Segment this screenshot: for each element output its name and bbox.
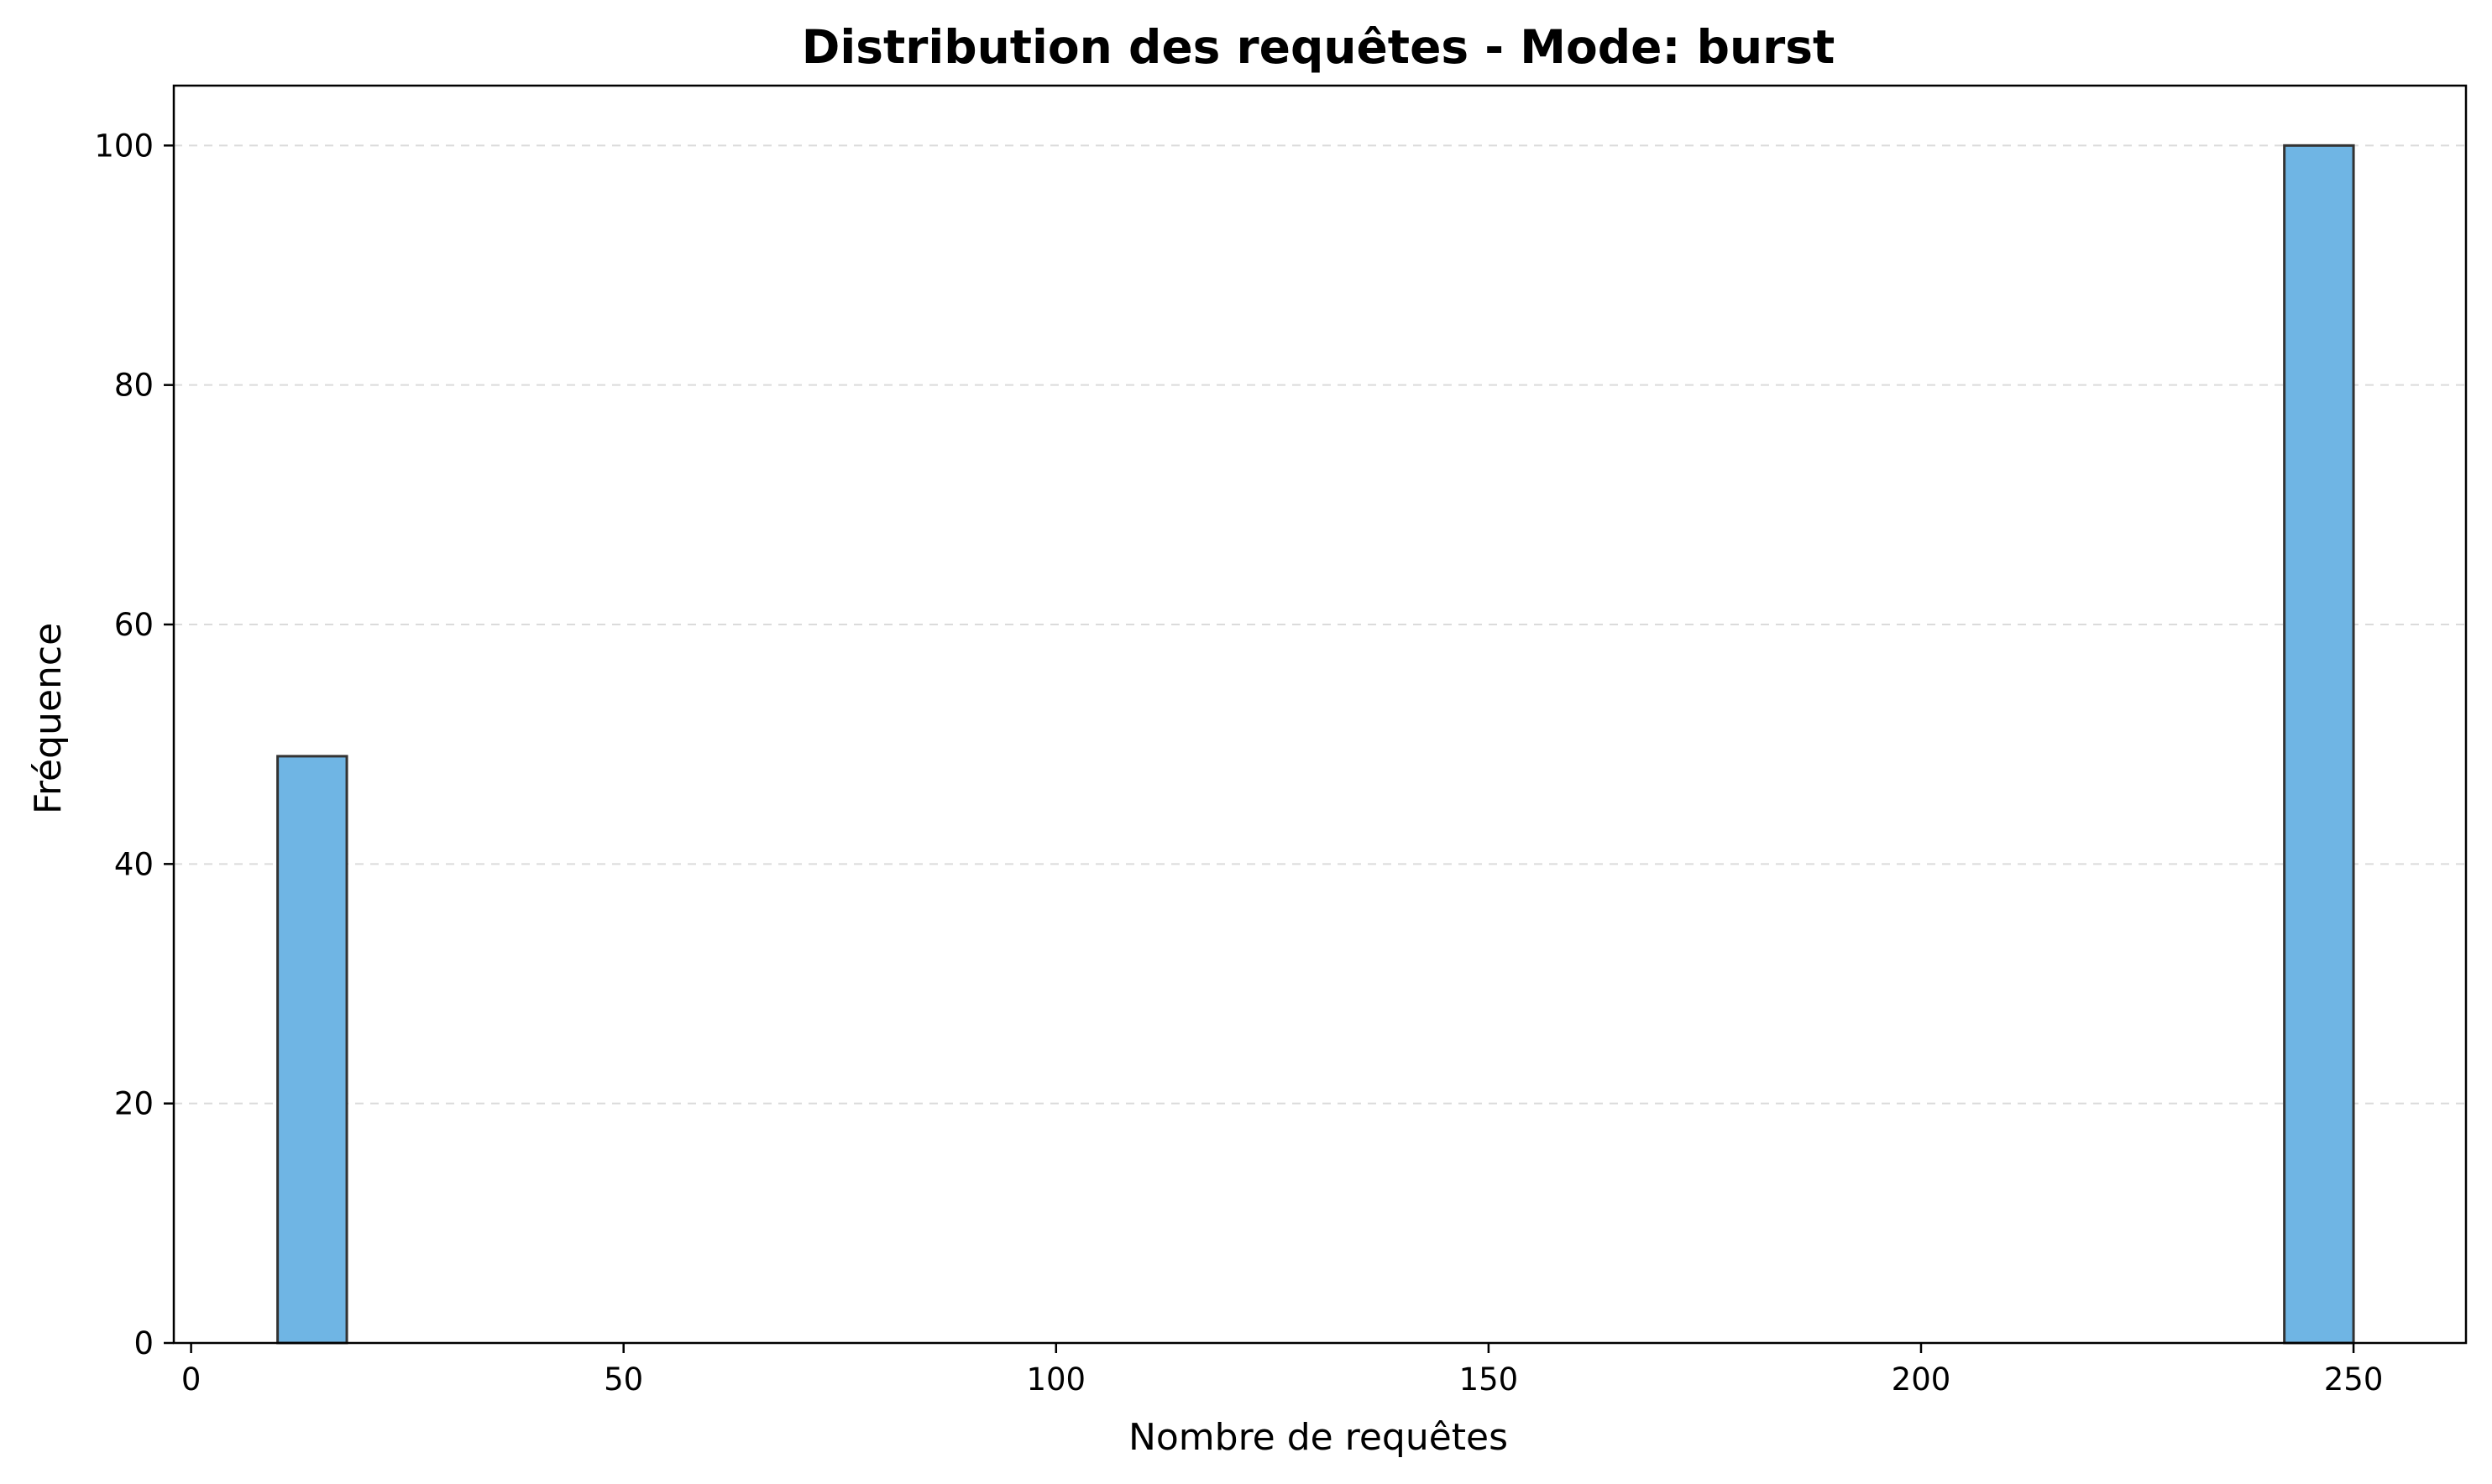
plot-frame: [172, 84, 2468, 1345]
y-tick-label: 80: [114, 368, 154, 404]
x-tick-label: 200: [1892, 1361, 1951, 1398]
y-axis-label: Fréquence: [27, 623, 70, 814]
bars-layer: [276, 144, 2355, 1345]
y-axis: 0 20 40 60 80 100: [94, 128, 174, 1361]
histogram-bar: [2283, 144, 2355, 1345]
x-tick-label: 50: [604, 1361, 643, 1398]
y-tick-label: 0: [134, 1325, 154, 1361]
x-tick-label: 150: [1459, 1361, 1519, 1398]
x-tick-label: 100: [1026, 1361, 1086, 1398]
chart-title: Distribution des requêtes - Mode: burst: [802, 20, 1835, 74]
y-tick-label: 40: [114, 846, 154, 882]
y-tick-label: 20: [114, 1086, 154, 1122]
x-tick-label: 250: [2324, 1361, 2384, 1398]
grid-layer: [174, 144, 2466, 1344]
x-axis-label: Nombre de requêtes: [1128, 1416, 1508, 1459]
x-tick-label: 0: [181, 1361, 202, 1398]
y-tick-label: 60: [114, 607, 154, 643]
x-axis: 0 50 100 150 200 250: [181, 1343, 2384, 1398]
histogram-bar: [276, 755, 348, 1345]
y-tick-label: 100: [94, 128, 154, 164]
